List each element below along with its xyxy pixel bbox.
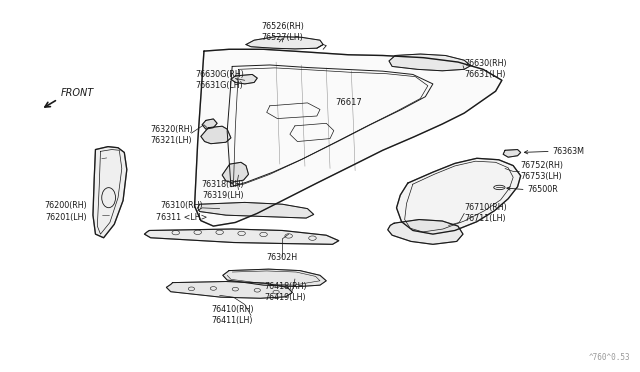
Text: 76617: 76617 [335,98,362,107]
Polygon shape [145,229,339,244]
Text: 76318(RH)
76319(LH): 76318(RH) 76319(LH) [202,180,244,200]
Text: 76630(RH)
76631(LH): 76630(RH) 76631(LH) [464,59,507,79]
Text: 76526(RH)
76527(LH): 76526(RH) 76527(LH) [261,22,304,42]
Text: 76500R: 76500R [527,185,557,194]
Polygon shape [389,54,470,71]
Polygon shape [231,74,257,84]
Text: 76752(RH)
76753(LH): 76752(RH) 76753(LH) [521,161,564,182]
Polygon shape [223,269,326,286]
Text: 76418(RH)
76419(LH): 76418(RH) 76419(LH) [264,282,307,302]
Polygon shape [195,49,502,226]
Text: 76310(RH)
76311 <LH>: 76310(RH) 76311 <LH> [156,202,208,222]
Polygon shape [388,219,463,244]
Polygon shape [503,150,521,157]
Text: 76320(RH)
76321(LH): 76320(RH) 76321(LH) [150,125,193,145]
Text: 76630G(RH)
76631G(LH): 76630G(RH) 76631G(LH) [195,70,244,90]
Text: ^760^0.53: ^760^0.53 [589,353,630,362]
Text: 76710(RH)
76711(LH): 76710(RH) 76711(LH) [464,203,507,224]
Text: 76363M: 76363M [552,147,584,156]
Polygon shape [397,158,521,234]
Polygon shape [166,282,292,298]
Polygon shape [198,202,314,218]
Polygon shape [201,126,231,144]
Polygon shape [93,147,127,238]
Text: 76302H: 76302H [267,253,298,262]
Text: 76200(RH)
76201(LH): 76200(RH) 76201(LH) [45,202,87,222]
Polygon shape [246,36,323,49]
Polygon shape [222,162,248,182]
Text: 76410(RH)
76411(LH): 76410(RH) 76411(LH) [211,305,253,326]
Polygon shape [202,119,217,129]
Text: FRONT: FRONT [60,88,93,98]
